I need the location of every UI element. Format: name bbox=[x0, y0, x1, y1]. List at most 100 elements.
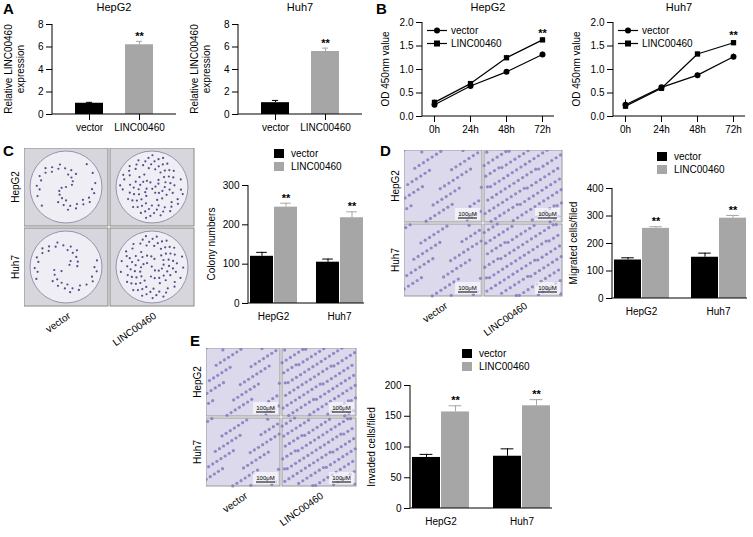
svg-text:300: 300 bbox=[587, 210, 604, 221]
svg-text:**: ** bbox=[321, 37, 330, 49]
svg-text:0h: 0h bbox=[620, 124, 631, 135]
html-text:HepG2: HepG2 bbox=[390, 170, 402, 202]
svg-text:Huh7: Huh7 bbox=[328, 311, 352, 322]
html-text:OD 450nm value: OD 450nm value bbox=[571, 31, 583, 107]
svg-text:200: 200 bbox=[385, 380, 402, 391]
html-text:HepG2: HepG2 bbox=[192, 366, 204, 398]
html-text:Relative LINC00460 expression: Relative LINC00460 expression bbox=[2, 24, 25, 114]
html-text:A: A bbox=[3, 0, 14, 17]
svg-text:100μM: 100μM bbox=[458, 211, 476, 217]
svg-text:4: 4 bbox=[224, 64, 230, 75]
svg-text:100μM: 100μM bbox=[256, 475, 274, 481]
svg-text:**: ** bbox=[652, 215, 661, 227]
svg-text:Huh7: Huh7 bbox=[707, 306, 731, 317]
svg-text:100μM: 100μM bbox=[332, 475, 350, 481]
svg-text:72h: 72h bbox=[534, 124, 551, 135]
html-text:LINC00460: LINC00460 bbox=[110, 310, 159, 348]
svg-text:100μM: 100μM bbox=[538, 285, 556, 291]
svg-text:**: ** bbox=[729, 204, 738, 216]
svg-text:2.0: 2.0 bbox=[400, 17, 414, 28]
svg-text:0: 0 bbox=[234, 298, 240, 309]
html-text:vector: vector bbox=[451, 25, 479, 36]
svg-text:1.5: 1.5 bbox=[400, 40, 414, 51]
svg-text:100: 100 bbox=[385, 441, 402, 452]
svg-text:LINC00460: LINC00460 bbox=[114, 122, 165, 133]
svg-text:0: 0 bbox=[38, 109, 44, 120]
svg-text:0: 0 bbox=[396, 503, 402, 514]
html-text:Huh7: Huh7 bbox=[10, 255, 22, 279]
svg-text:HepG2: HepG2 bbox=[425, 516, 457, 527]
svg-text:300: 300 bbox=[223, 180, 240, 191]
svg-text:HepG2: HepG2 bbox=[626, 306, 658, 317]
html-text:LINC00460: LINC00460 bbox=[277, 490, 326, 528]
html-text:HepG2: HepG2 bbox=[96, 1, 132, 13]
svg-text:24h: 24h bbox=[462, 124, 479, 135]
html-text:Huh7: Huh7 bbox=[286, 1, 314, 13]
svg-text:48h: 48h bbox=[498, 124, 515, 135]
html-text:vector: vector bbox=[420, 300, 450, 325]
svg-text:1.0: 1.0 bbox=[591, 64, 605, 75]
svg-text:150: 150 bbox=[385, 410, 402, 421]
html-text:Relative LINC00460 expression: Relative LINC00460 expression bbox=[188, 24, 211, 114]
html-text:vector: vector bbox=[220, 490, 250, 515]
svg-text:0.0: 0.0 bbox=[400, 111, 414, 122]
svg-text:48h: 48h bbox=[689, 124, 706, 135]
svg-text:100μM: 100μM bbox=[332, 405, 350, 411]
svg-text:0: 0 bbox=[224, 109, 230, 120]
svg-text:HepG2: HepG2 bbox=[258, 311, 290, 322]
html-text:OD 450nm value: OD 450nm value bbox=[380, 31, 392, 107]
svg-text:1.5: 1.5 bbox=[591, 40, 605, 51]
html-text:Invaded cells/filed: Invaded cells/filed bbox=[366, 406, 378, 487]
html-text:HepG2: HepG2 bbox=[470, 1, 506, 13]
svg-text:**: ** bbox=[451, 394, 460, 406]
svg-text:1.0: 1.0 bbox=[400, 64, 414, 75]
svg-text:**: ** bbox=[282, 192, 291, 204]
html-text:HepG2: HepG2 bbox=[10, 171, 22, 203]
svg-text:8: 8 bbox=[224, 19, 230, 30]
svg-text:2: 2 bbox=[224, 86, 230, 97]
svg-text:6: 6 bbox=[38, 41, 44, 52]
html-text:Huh7: Huh7 bbox=[390, 248, 402, 272]
svg-text:vector: vector bbox=[76, 122, 104, 133]
html-text:Huh7: Huh7 bbox=[665, 1, 693, 13]
svg-text:400: 400 bbox=[587, 183, 604, 194]
svg-text:0: 0 bbox=[598, 293, 604, 304]
html-text:C: C bbox=[3, 142, 14, 159]
svg-text:LINC00460: LINC00460 bbox=[300, 122, 351, 133]
svg-text:**: ** bbox=[348, 200, 357, 212]
svg-text:**: ** bbox=[532, 388, 541, 400]
html-text:vector: vector bbox=[642, 25, 670, 36]
svg-text:200: 200 bbox=[223, 219, 240, 230]
svg-text:2: 2 bbox=[38, 86, 44, 97]
svg-text:24h: 24h bbox=[653, 124, 670, 135]
html-text:B: B bbox=[376, 0, 387, 17]
svg-text:100μM: 100μM bbox=[256, 405, 274, 411]
svg-text:72h: 72h bbox=[725, 124, 742, 135]
svg-text:**: ** bbox=[135, 30, 144, 42]
html-text:LINC00460: LINC00460 bbox=[451, 38, 502, 49]
svg-text:6: 6 bbox=[224, 41, 230, 52]
svg-text:200: 200 bbox=[587, 238, 604, 249]
html-text:LINC00460: LINC00460 bbox=[481, 300, 530, 338]
svg-text:100: 100 bbox=[223, 258, 240, 269]
svg-text:0.0: 0.0 bbox=[591, 111, 605, 122]
svg-text:0.5: 0.5 bbox=[591, 87, 605, 98]
html-text:vector: vector bbox=[43, 310, 73, 335]
html-text:Colony numbers: Colony numbers bbox=[206, 207, 218, 281]
svg-text:**: ** bbox=[729, 29, 738, 41]
svg-text:100μM: 100μM bbox=[458, 285, 476, 291]
svg-text:100: 100 bbox=[587, 265, 604, 276]
html-text:Huh7: Huh7 bbox=[192, 440, 204, 464]
svg-text:vector: vector bbox=[262, 122, 290, 133]
svg-text:50: 50 bbox=[390, 472, 402, 483]
svg-text:8: 8 bbox=[38, 19, 44, 30]
svg-text:100μM: 100μM bbox=[538, 211, 556, 217]
svg-text:4: 4 bbox=[38, 64, 44, 75]
svg-text:Huh7: Huh7 bbox=[510, 516, 534, 527]
svg-text:0h: 0h bbox=[429, 124, 440, 135]
svg-text:2.0: 2.0 bbox=[591, 17, 605, 28]
html-text:Migrated cells/filed: Migrated cells/filed bbox=[568, 201, 580, 285]
html-text:LINC00460: LINC00460 bbox=[642, 38, 693, 49]
svg-text:**: ** bbox=[538, 27, 547, 39]
svg-text:0.5: 0.5 bbox=[400, 87, 414, 98]
